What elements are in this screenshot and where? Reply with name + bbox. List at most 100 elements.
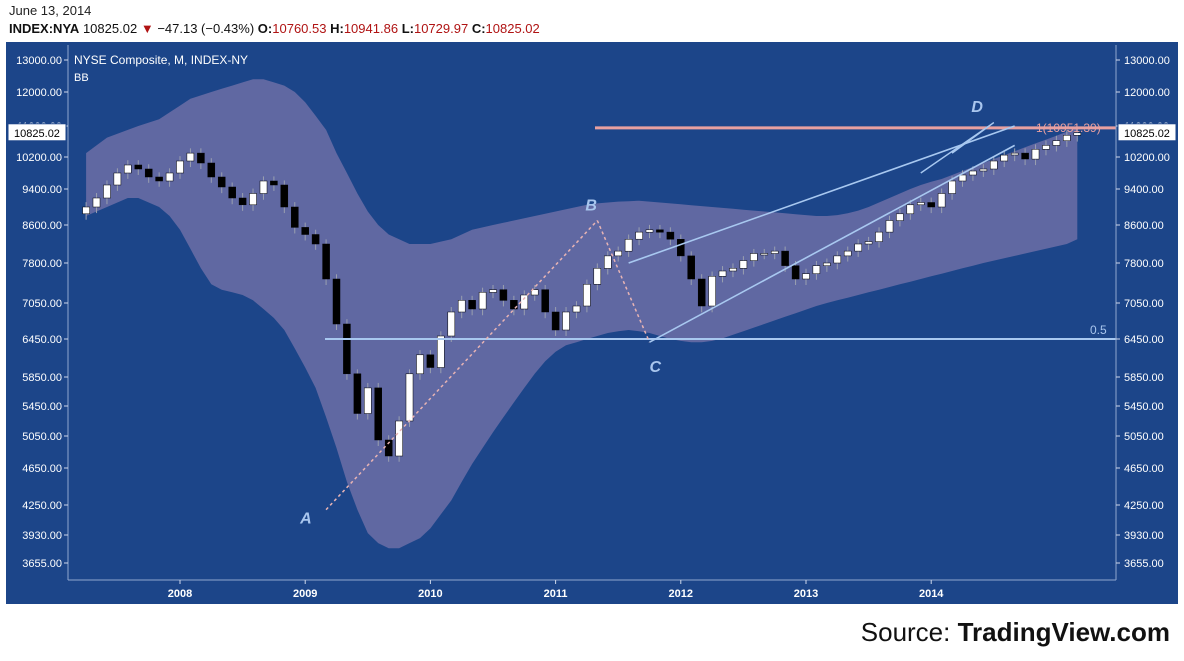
y-tick-label-right: 8600.00 bbox=[1124, 220, 1164, 232]
candles bbox=[82, 127, 1082, 462]
candle-body bbox=[280, 184, 289, 208]
candle-body bbox=[197, 152, 205, 164]
last-price-badge-right-text: 10825.02 bbox=[1124, 128, 1170, 140]
y-tick-label-left: 12000.00 bbox=[16, 87, 62, 99]
x-tick-label: 2010 bbox=[418, 588, 442, 600]
candle-body bbox=[395, 420, 403, 457]
candle-body bbox=[270, 180, 278, 186]
candle-body bbox=[457, 300, 466, 313]
candle-body bbox=[572, 305, 581, 313]
y-tick-label-right: 7800.00 bbox=[1124, 258, 1164, 270]
y-tick-label-left: 7800.00 bbox=[22, 258, 62, 270]
x-tick-label: 2014 bbox=[919, 588, 944, 600]
candle-body bbox=[854, 243, 862, 252]
candle-body bbox=[113, 172, 122, 186]
y-tick-label-left: 10200.00 bbox=[16, 152, 62, 164]
wedge-lines bbox=[920, 122, 995, 174]
candle-body bbox=[134, 164, 143, 170]
y-tick-label-right: 10200.00 bbox=[1124, 152, 1170, 164]
open-value: 10760.53 bbox=[272, 21, 327, 36]
candle-body bbox=[238, 197, 247, 206]
candle-body bbox=[207, 162, 216, 178]
fib-level-05-label: 0.5 bbox=[1090, 323, 1107, 337]
candle-body bbox=[666, 231, 675, 240]
candle-body bbox=[614, 250, 622, 257]
candle-body bbox=[176, 160, 184, 174]
indicator-label: BB bbox=[74, 72, 89, 84]
source-prefix: Source: bbox=[860, 617, 958, 647]
candle-body bbox=[885, 220, 894, 233]
candle-body bbox=[864, 241, 873, 245]
y-tick-label-right: 13000.00 bbox=[1124, 55, 1170, 67]
last-price-badge-left bbox=[7, 123, 67, 142]
y-tick-label-right: 5850.00 bbox=[1124, 372, 1164, 384]
candle-body bbox=[426, 354, 435, 368]
y-tick-label-left: 3655.00 bbox=[22, 558, 62, 570]
candle-body bbox=[374, 387, 382, 441]
candle-body bbox=[144, 168, 153, 178]
y-tick-label-left: 6450.00 bbox=[22, 334, 62, 346]
candle-body bbox=[906, 204, 915, 215]
candle-body bbox=[1021, 152, 1029, 160]
candle-body bbox=[489, 289, 497, 293]
candle-body bbox=[1010, 152, 1019, 156]
candle-body bbox=[750, 253, 758, 261]
last-price-badge-left-text: 10825.02 bbox=[14, 128, 60, 140]
candle-body bbox=[1073, 132, 1082, 136]
candle-body bbox=[1031, 149, 1040, 160]
candle-body bbox=[301, 227, 309, 235]
candle-body bbox=[760, 253, 769, 256]
candle-body bbox=[990, 160, 998, 170]
axes: 13000.0013000.0012000.0012000.0011000.00… bbox=[7, 45, 1177, 600]
trend-line bbox=[649, 144, 1016, 343]
candle-body bbox=[228, 186, 236, 199]
y-tick-label-left: 7050.00 bbox=[22, 298, 62, 310]
candle-body bbox=[604, 255, 612, 269]
x-tick-label: 2011 bbox=[544, 588, 568, 600]
candle-body bbox=[833, 255, 842, 264]
candle-body bbox=[969, 170, 977, 176]
low-value: 10729.97 bbox=[413, 21, 469, 36]
candle-body bbox=[291, 206, 299, 228]
y-tick-label-right: 3655.00 bbox=[1124, 558, 1164, 570]
candle-body bbox=[1000, 154, 1008, 162]
candle-body bbox=[635, 231, 643, 240]
candle-body bbox=[447, 311, 456, 337]
candle-body bbox=[551, 311, 560, 331]
candle-body bbox=[332, 278, 341, 325]
candle-body bbox=[979, 168, 988, 172]
candle-body bbox=[1063, 135, 1071, 141]
candle-body bbox=[843, 250, 852, 257]
candle-body bbox=[917, 202, 925, 206]
last-price: 10825.02 bbox=[82, 21, 138, 36]
pattern-point-label: B bbox=[585, 198, 597, 215]
date-label: June 13, 2014 bbox=[9, 3, 92, 18]
candle-body bbox=[353, 373, 362, 414]
candle-body bbox=[510, 300, 518, 310]
candle-body bbox=[823, 262, 831, 266]
candle-body bbox=[677, 239, 685, 257]
y-tick-label-right: 5450.00 bbox=[1124, 401, 1164, 413]
y-tick-label-left: 5850.00 bbox=[22, 372, 62, 384]
close-label: C: bbox=[471, 21, 486, 36]
y-tick-label-right: 9400.00 bbox=[1124, 184, 1164, 196]
candle-body bbox=[812, 265, 821, 274]
candle-body bbox=[322, 243, 330, 280]
bollinger-band bbox=[86, 79, 1078, 549]
band-fill bbox=[86, 79, 1078, 549]
candle-body bbox=[802, 273, 810, 280]
y-tick-label-left: 8600.00 bbox=[22, 220, 62, 232]
candle-body bbox=[791, 265, 800, 280]
x-tick-label: 2013 bbox=[794, 588, 818, 600]
candle-body bbox=[1052, 140, 1061, 146]
candle-body bbox=[437, 335, 445, 368]
trend-line bbox=[628, 125, 1015, 264]
change-down-icon: ▼ bbox=[140, 21, 154, 36]
candle-body bbox=[405, 373, 414, 422]
y-tick-label-right: 3930.00 bbox=[1124, 530, 1164, 542]
candle-body bbox=[562, 311, 570, 331]
candle-body bbox=[384, 439, 393, 457]
y-tick-label-left: 4650.00 bbox=[22, 463, 62, 475]
candle-body bbox=[875, 231, 883, 242]
